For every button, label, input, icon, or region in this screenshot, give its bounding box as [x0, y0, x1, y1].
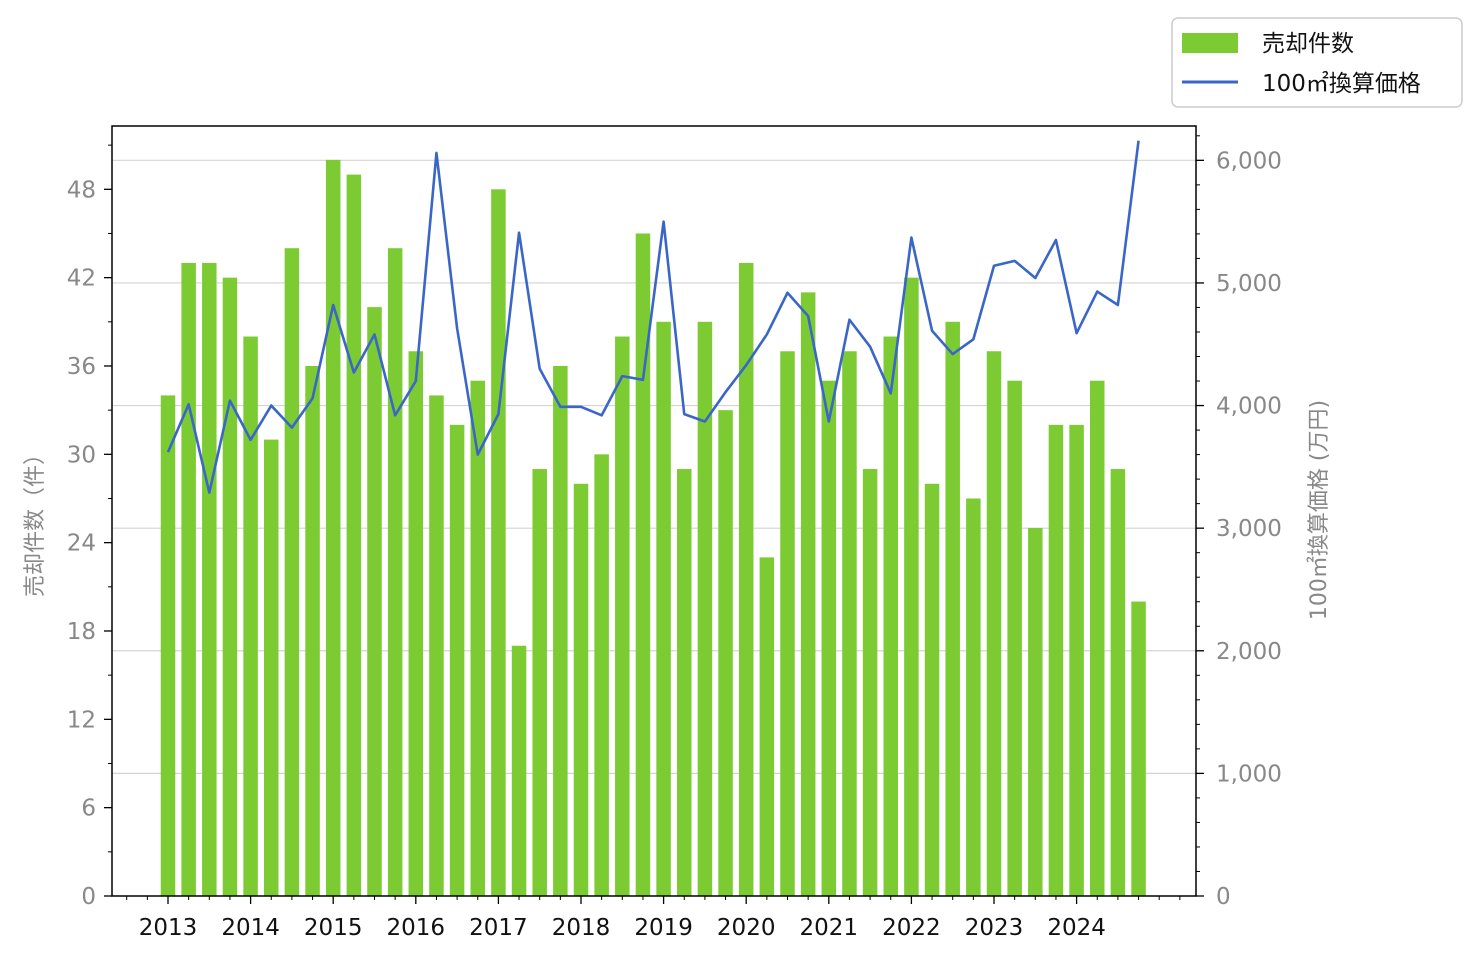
- legend-label-line: 100㎡換算価格: [1262, 71, 1421, 97]
- bar-2013Q2: [181, 262, 196, 896]
- bar-2023Q3: [1028, 527, 1043, 896]
- bar-2014Q1: [243, 336, 258, 896]
- right-tick-label-1: 1,000: [1216, 761, 1282, 787]
- x-tick-label-2016: 2016: [387, 915, 446, 941]
- bar-2014Q3: [284, 248, 300, 896]
- bar-2019Q3: [697, 321, 713, 896]
- right-tick-label-3: 3,000: [1216, 516, 1282, 542]
- legend-label-bar: 売却件数: [1262, 31, 1354, 57]
- bar-2022Q3: [945, 321, 960, 896]
- left-tick-label-0: 0: [81, 884, 96, 910]
- bar-2018Q4: [635, 233, 651, 897]
- right-tick-label-5: 5,000: [1216, 271, 1282, 297]
- bar-2019Q1: [656, 321, 671, 896]
- bar-2024Q1: [1069, 424, 1084, 896]
- bar-2015Q2: [346, 174, 362, 896]
- bar-2020Q2: [759, 557, 775, 896]
- bar-series: [160, 159, 1146, 897]
- right-axis-title: 100㎡換算価格 (万円): [1306, 400, 1332, 620]
- bar-2016Q3: [449, 424, 465, 896]
- bar-2015Q4: [387, 248, 403, 896]
- bar-2023Q1: [986, 351, 1002, 896]
- x-tick-label-2022: 2022: [882, 915, 941, 941]
- x-tick-label-2018: 2018: [552, 915, 611, 941]
- left-tick-label-8: 48: [67, 177, 96, 203]
- bar-2022Q1: [904, 277, 919, 896]
- bar-2021Q3: [862, 469, 878, 896]
- bar-2022Q4: [966, 498, 981, 896]
- left-tick-label-2: 12: [67, 707, 96, 733]
- x-tick-label-2023: 2023: [965, 915, 1024, 941]
- left-tick-label-3: 18: [67, 619, 96, 645]
- legend: 売却件数 100㎡換算価格: [1171, 17, 1463, 108]
- price-line: [166, 140, 1140, 494]
- right-tick-label-6: 6,000: [1216, 148, 1282, 174]
- left-y-axis: 0 6 12 18 24 30 36 42 48: [67, 144, 112, 910]
- right-tick-label-0: 0: [1216, 884, 1231, 910]
- bar-2024Q2: [1090, 380, 1105, 897]
- left-tick-label-1: 6: [81, 796, 96, 822]
- bar-2021Q4: [883, 336, 898, 896]
- x-axis: 2013 2014 2015 2016 2017 2018 2019 2020 2021 2022…: [126, 896, 1181, 941]
- bar-2023Q2: [1007, 380, 1022, 897]
- bar-2016Q1: [408, 351, 424, 896]
- bar-2014Q4: [305, 365, 320, 897]
- legend-box: [1171, 17, 1463, 108]
- bar-2014Q2: [264, 439, 279, 896]
- right-tick-label-2: 2,000: [1216, 639, 1282, 665]
- bar-2016Q2: [429, 395, 444, 896]
- bar-2017Q3: [532, 469, 547, 896]
- bar-2020Q3: [780, 351, 795, 896]
- bar-2024Q4: [1131, 601, 1146, 896]
- legend-bar-swatch: [1182, 33, 1238, 53]
- plot-frame: [111, 125, 1197, 897]
- left-tick-label-5: 30: [67, 442, 96, 468]
- bar-2020Q4: [800, 292, 816, 896]
- bar-2021Q2: [842, 351, 857, 896]
- x-tick-label-2017: 2017: [469, 915, 528, 941]
- bar-2017Q4: [553, 365, 568, 897]
- bar-2018Q2: [594, 454, 609, 896]
- x-tick-label-2024: 2024: [1047, 915, 1106, 941]
- bar-2024Q3: [1110, 469, 1126, 896]
- left-tick-label-4: 24: [67, 531, 96, 557]
- bar-2018Q1: [573, 483, 589, 896]
- bar-2019Q4: [718, 410, 733, 896]
- bar-2021Q1: [821, 380, 837, 897]
- bar-2017Q1: [491, 189, 506, 896]
- left-axis-title: 売却件数（件）: [23, 443, 48, 597]
- bar-2022Q2: [924, 483, 940, 896]
- bar-2019Q2: [677, 469, 692, 896]
- bar-2013Q3: [202, 262, 217, 896]
- x-tick-label-2021: 2021: [800, 915, 859, 941]
- x-tick-label-2019: 2019: [634, 915, 693, 941]
- left-tick-label-7: 42: [67, 266, 96, 292]
- bar-2013Q1: [160, 395, 176, 896]
- x-tick-label-2014: 2014: [221, 915, 280, 941]
- line-series: [166, 140, 1140, 494]
- x-tick-label-2015: 2015: [304, 915, 363, 941]
- right-y-axis: 0 1,000 2,000 3,000 4,000 5,000 6,000: [1196, 135, 1282, 910]
- bar-2016Q4: [470, 380, 485, 897]
- x-tick-label-2013: 2013: [139, 915, 198, 941]
- x-tick-label-2020: 2020: [717, 915, 776, 941]
- bar-2015Q1: [325, 159, 341, 897]
- bar-2015Q3: [367, 307, 382, 897]
- right-tick-label-4: 4,000: [1216, 394, 1282, 420]
- left-tick-label-6: 36: [67, 354, 96, 380]
- bar-2023Q4: [1048, 424, 1064, 896]
- bar-2013Q4: [222, 277, 238, 896]
- bar-2018Q3: [615, 336, 630, 896]
- bar-2020Q1: [738, 262, 754, 896]
- bar-2017Q2: [511, 645, 527, 896]
